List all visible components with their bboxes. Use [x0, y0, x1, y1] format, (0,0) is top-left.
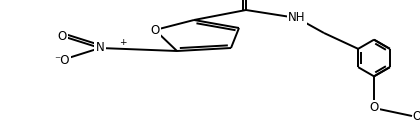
Text: NH: NH [288, 11, 306, 25]
Text: N: N [96, 42, 105, 55]
Text: ⁻O: ⁻O [54, 54, 70, 67]
Text: O: O [369, 101, 379, 115]
Text: O: O [58, 30, 67, 43]
Text: OCH₃: OCH₃ [412, 109, 420, 123]
Text: O: O [150, 23, 160, 37]
Text: +: + [119, 38, 127, 47]
